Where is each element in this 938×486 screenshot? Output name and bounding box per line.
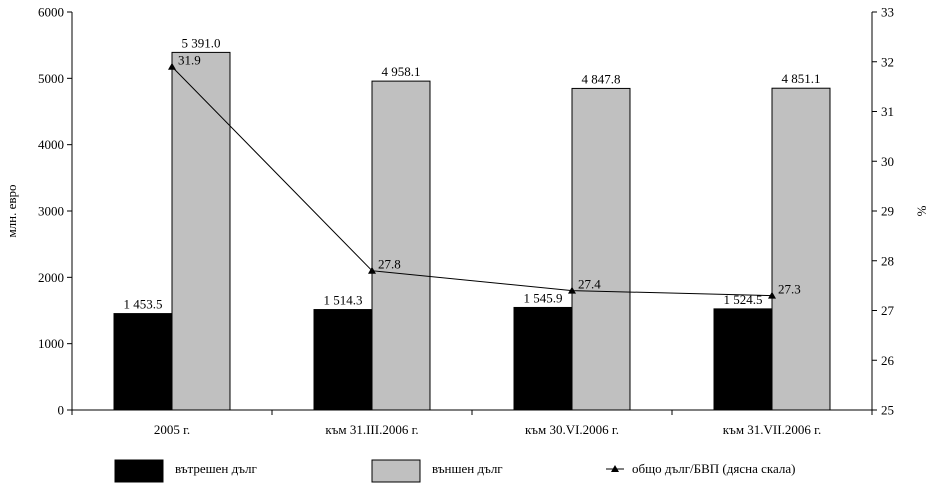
legend-label: вътрешен дълг [175, 461, 257, 476]
data-label: 4 847.8 [582, 71, 621, 86]
data-label: 27.8 [378, 257, 401, 272]
data-label: 4 958.1 [382, 64, 421, 79]
bar [713, 308, 773, 411]
series-line [171, 66, 773, 297]
bar [571, 87, 631, 411]
x-tick-label: към 31.VII.2006 г. [723, 422, 821, 437]
y2-tick-label: 30 [881, 154, 894, 169]
legend-swatch [371, 459, 421, 483]
y-tick-label: 4000 [38, 137, 64, 152]
x-tick-label: към 30.VI.2006 г. [525, 422, 619, 437]
line-marker [168, 62, 176, 70]
y-tick-label: 2000 [38, 270, 64, 285]
plot-area: 1 453.5 1 514.3 1 545.9 1 524.5 5 391.0 4 958… [113, 35, 831, 411]
data-label: 31.9 [178, 53, 201, 68]
bar [513, 306, 573, 411]
legend-swatch [114, 459, 164, 483]
data-label: 27.4 [578, 277, 601, 292]
data-label: 1 453.5 [124, 297, 163, 312]
legend-label: външен дълг [432, 461, 503, 476]
bar [171, 51, 231, 411]
y2-tick-label: 26 [881, 353, 895, 368]
bar [371, 80, 431, 411]
y2-tick-label: 31 [881, 104, 894, 119]
legend: вътрешен дълг външен дълг общо дълг/БВП (д… [114, 459, 795, 483]
y-axis-title: млн. евро [4, 184, 19, 237]
y2-tick-label: 33 [881, 5, 894, 20]
data-label: 4 851.1 [782, 71, 821, 86]
data-label: 27.3 [778, 282, 801, 297]
bar [113, 313, 173, 411]
y-tick-label: 1000 [38, 336, 64, 351]
line-marker [768, 291, 776, 299]
axes: 0 1000 2000 3000 4000 5000 6000 25 26 27 28 29 30 31 3… [4, 5, 929, 438]
y-tick-label: 3000 [38, 204, 64, 219]
data-label: 1 545.9 [524, 290, 563, 305]
y2-tick-label: 29 [881, 204, 894, 219]
data-label: 1 514.3 [324, 293, 363, 308]
y2-tick-label: 28 [881, 253, 894, 268]
bar [771, 87, 831, 411]
y-tick-label: 6000 [38, 5, 64, 20]
data-label: 1 524.5 [724, 292, 763, 307]
bar [313, 309, 373, 411]
line-marker [568, 286, 576, 294]
x-tick-label: към 31.III.2006 г. [325, 422, 418, 437]
y2-axis-title: % [914, 205, 929, 216]
legend-label: общо дълг/БВП (дясна скала) [632, 461, 795, 476]
y2-tick-label: 27 [881, 303, 895, 318]
data-label: 5 391.0 [182, 35, 221, 50]
y2-tick-label: 32 [881, 54, 894, 69]
y-tick-label: 0 [58, 403, 65, 418]
line-marker [368, 266, 376, 274]
y-tick-label: 5000 [38, 71, 64, 86]
y2-tick-label: 25 [881, 403, 894, 418]
x-tick-label: 2005 г. [154, 422, 190, 437]
legend-marker [611, 465, 619, 472]
